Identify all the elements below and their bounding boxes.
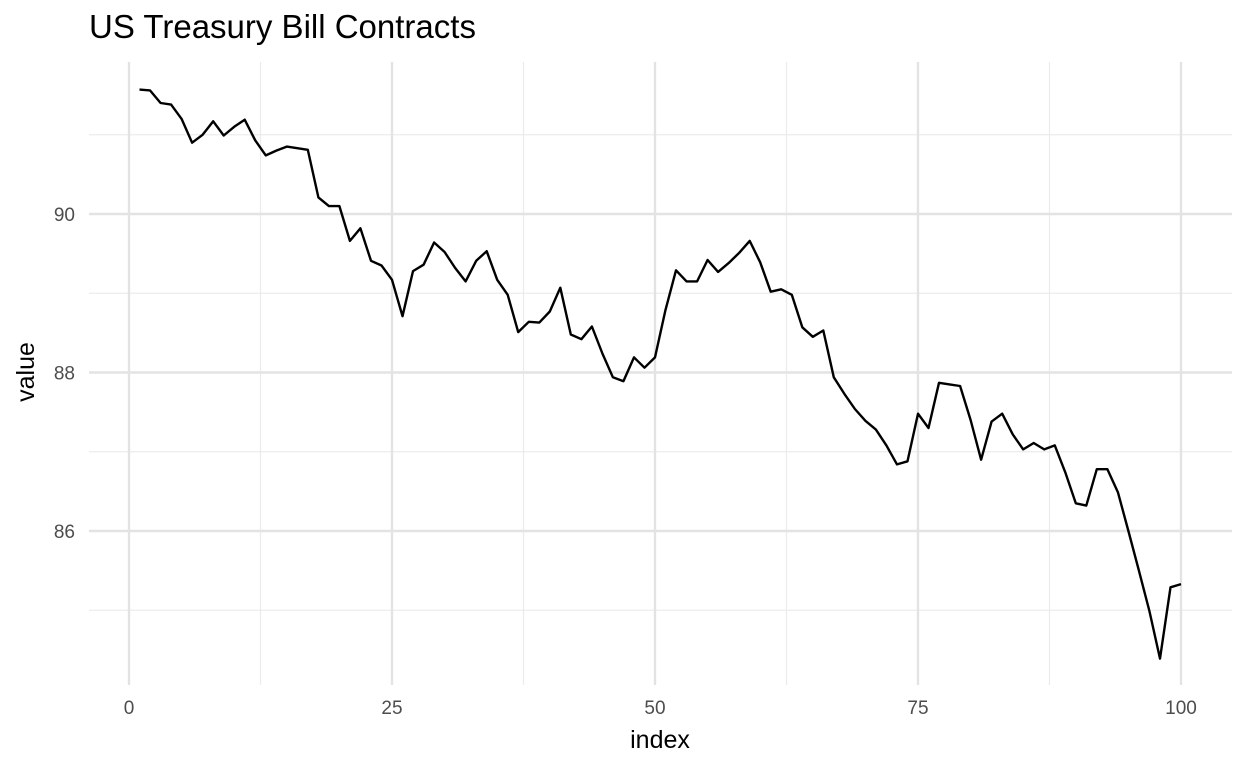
- chart-title: US Treasury Bill Contracts: [89, 8, 476, 45]
- y-tick-label: 90: [54, 205, 75, 226]
- y-axis-tick-labels: 86 88 90: [54, 205, 75, 543]
- x-tick-label: 100: [1165, 698, 1197, 719]
- x-tick-label: 50: [644, 698, 665, 719]
- y-tick-label: 88: [54, 364, 75, 385]
- x-tick-label: 25: [381, 698, 402, 719]
- x-axis-title: index: [630, 726, 690, 754]
- x-tick-label: 0: [124, 698, 135, 719]
- series-layer: [139, 88, 1182, 660]
- series-line: [139, 88, 1182, 660]
- major-gridlines: [89, 62, 1232, 685]
- x-axis-tick-labels: 0 25 50 75 100: [124, 698, 1197, 719]
- x-tick-label: 75: [907, 698, 928, 719]
- y-axis-title: value: [12, 342, 40, 402]
- y-tick-label: 86: [54, 522, 75, 543]
